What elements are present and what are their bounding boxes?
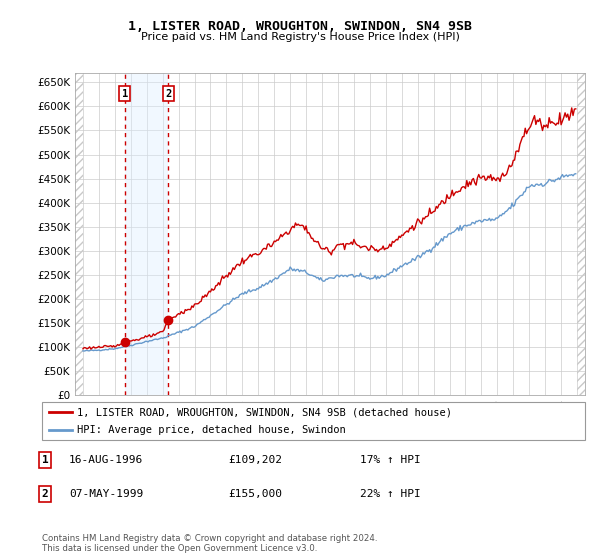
Text: HPI: Average price, detached house, Swindon: HPI: Average price, detached house, Swin… xyxy=(77,425,346,435)
Text: 2: 2 xyxy=(165,88,172,99)
Text: 1, LISTER ROAD, WROUGHTON, SWINDON, SN4 9SB (detached house): 1, LISTER ROAD, WROUGHTON, SWINDON, SN4 … xyxy=(77,407,452,417)
Text: Price paid vs. HM Land Registry's House Price Index (HPI): Price paid vs. HM Land Registry's House … xyxy=(140,32,460,42)
Text: 1: 1 xyxy=(122,88,128,99)
Text: 2: 2 xyxy=(41,489,49,499)
Text: £155,000: £155,000 xyxy=(228,489,282,499)
FancyBboxPatch shape xyxy=(42,402,585,440)
Text: 1, LISTER ROAD, WROUGHTON, SWINDON, SN4 9SB: 1, LISTER ROAD, WROUGHTON, SWINDON, SN4 … xyxy=(128,20,472,32)
Text: 1: 1 xyxy=(41,455,49,465)
Bar xyxy=(125,73,168,395)
Bar xyxy=(75,73,83,395)
Text: £109,202: £109,202 xyxy=(228,455,282,465)
Text: 07-MAY-1999: 07-MAY-1999 xyxy=(69,489,143,499)
Text: Contains HM Land Registry data © Crown copyright and database right 2024.
This d: Contains HM Land Registry data © Crown c… xyxy=(42,534,377,553)
Text: 22% ↑ HPI: 22% ↑ HPI xyxy=(360,489,421,499)
Bar xyxy=(577,73,585,395)
Text: 16-AUG-1996: 16-AUG-1996 xyxy=(69,455,143,465)
Text: 17% ↑ HPI: 17% ↑ HPI xyxy=(360,455,421,465)
